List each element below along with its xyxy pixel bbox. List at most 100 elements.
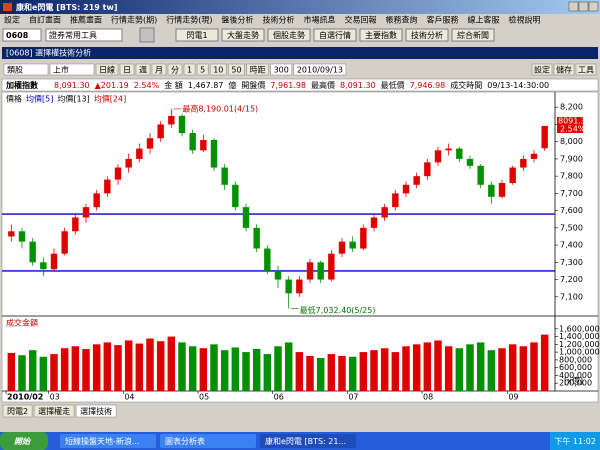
- action-label: 設定: [534, 65, 550, 75]
- control[interactable]: [3, 63, 49, 76]
- y-tick-label: 7,500: [560, 223, 583, 232]
- action-label: 儲存: [556, 65, 572, 75]
- start-button[interactable]: [0, 432, 48, 450]
- volume-bar: [530, 342, 538, 391]
- volume-bar: [284, 342, 293, 391]
- volume-bar: [540, 334, 549, 391]
- taskbar-item[interactable]: [260, 434, 356, 448]
- toolbar-button[interactable]: [221, 28, 265, 42]
- control-label: 類股: [7, 65, 23, 75]
- candle-body: [189, 133, 196, 151]
- tab[interactable]: [75, 404, 117, 418]
- volume-bar: [508, 344, 517, 391]
- control[interactable]: [95, 63, 119, 76]
- candle-body: [530, 153, 538, 159]
- y-tick-label: 7,400: [560, 241, 583, 250]
- control[interactable]: [49, 63, 95, 76]
- tool-select[interactable]: [45, 28, 123, 42]
- legend-entry: 均價[5]: [26, 94, 53, 104]
- candle-body: [114, 167, 122, 180]
- control[interactable]: [293, 63, 347, 76]
- volume-bar: [231, 347, 240, 391]
- y-tick-label: 7,800: [560, 172, 583, 181]
- toolbar-button[interactable]: [451, 28, 495, 42]
- toolbar-button-label: 技術分析: [411, 30, 443, 40]
- control[interactable]: [151, 63, 167, 76]
- action-button[interactable]: [575, 63, 597, 76]
- volume-bar: [242, 352, 250, 391]
- volume-bar: [92, 344, 101, 391]
- code-input[interactable]: [2, 28, 42, 42]
- candle-body: [221, 167, 228, 185]
- control[interactable]: [135, 63, 151, 76]
- volume-tick-label: 1,200,000: [559, 340, 600, 349]
- toolbar-button[interactable]: [175, 28, 219, 42]
- close-button[interactable]: [588, 1, 599, 12]
- candle-body: [168, 115, 175, 125]
- menu-item: 交易回報: [345, 15, 377, 25]
- x-tick-label: 06: [274, 393, 284, 402]
- menu-item: 技術分析: [263, 15, 295, 25]
- toolbar-button[interactable]: [313, 28, 357, 42]
- quote-low: 7,946.98: [410, 81, 446, 90]
- volume-bar: [220, 350, 229, 391]
- candle-body: [466, 158, 474, 166]
- tab[interactable]: [33, 404, 75, 418]
- menu-item: 自訂畫面: [29, 15, 61, 25]
- candle-body: [456, 148, 463, 159]
- quote-open: 7,961.98: [270, 81, 306, 90]
- maximize-button[interactable]: [578, 1, 589, 12]
- tool-icon[interactable]: [139, 27, 155, 43]
- y-tick-label: 8,200: [560, 103, 583, 112]
- last-price-box: [557, 117, 583, 133]
- candle-body: [381, 207, 388, 218]
- control[interactable]: [270, 63, 293, 76]
- taskbar-item[interactable]: [60, 434, 156, 448]
- candle-body: [477, 165, 484, 185]
- volume-tick-label: 400,000: [559, 371, 592, 380]
- volume-title: 成交金額: [6, 318, 38, 328]
- candle-body: [264, 248, 271, 271]
- window-title: 康和e閃電 [BTS: 219 tw]: [16, 2, 118, 12]
- action-button[interactable]: [531, 63, 553, 76]
- minimize-button[interactable]: [568, 1, 579, 12]
- control[interactable]: [167, 63, 183, 76]
- candle-body: [93, 193, 100, 208]
- control[interactable]: [183, 63, 196, 76]
- candle-body: [413, 176, 420, 185]
- candle-body: [402, 184, 410, 194]
- volume-bar: [18, 355, 26, 391]
- toolbar-button[interactable]: [267, 28, 311, 42]
- last-price: 8091.30: [558, 117, 591, 126]
- control[interactable]: [119, 63, 135, 76]
- menu-item: 檢視說明: [509, 15, 541, 25]
- toolbar-button[interactable]: [359, 28, 403, 42]
- tab-label: 選擇權走: [38, 406, 70, 416]
- control[interactable]: [228, 63, 245, 76]
- taskbar-item-label: 康和e閃電 [BTS: 21...: [265, 436, 346, 446]
- candle-body: [8, 231, 15, 237]
- quote-change: ▲201.19: [95, 81, 129, 90]
- control[interactable]: [209, 63, 227, 76]
- tab[interactable]: [2, 404, 33, 418]
- volume-tick-label: 600,000: [559, 363, 592, 372]
- control[interactable]: [246, 63, 269, 76]
- volume-bar: [210, 344, 218, 391]
- volume-bar: [124, 340, 133, 391]
- candle-body: [317, 262, 324, 280]
- tray: [550, 432, 600, 450]
- y-tick-label: 7,300: [560, 258, 583, 267]
- candle-body: [445, 148, 452, 151]
- quote-low-label: 最低價: [381, 80, 405, 90]
- clock: 下午 11:02: [554, 436, 596, 446]
- volume-bar: [135, 343, 144, 391]
- tab-label: 閃電2: [7, 407, 28, 416]
- action-button[interactable]: [553, 63, 575, 76]
- control[interactable]: [196, 63, 209, 76]
- annotation: 最高8,190.01(4/15): [182, 103, 258, 113]
- toolbar-button[interactable]: [405, 28, 449, 42]
- taskbar-item[interactable]: [160, 434, 256, 448]
- volume-bar: [423, 342, 432, 391]
- candle-body: [338, 241, 346, 254]
